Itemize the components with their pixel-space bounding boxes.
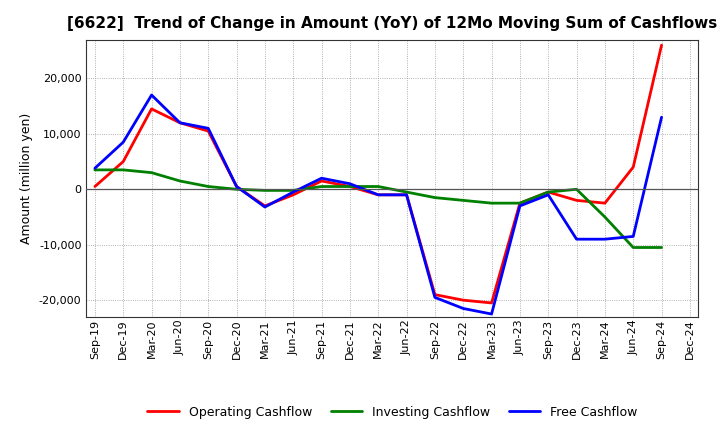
Investing Cashflow xyxy=(119,167,127,172)
Legend: Operating Cashflow, Investing Cashflow, Free Cashflow: Operating Cashflow, Investing Cashflow, … xyxy=(143,401,642,424)
Investing Cashflow xyxy=(657,245,666,250)
Operating Cashflow xyxy=(459,297,467,303)
Free Cashflow xyxy=(431,295,439,300)
Investing Cashflow xyxy=(402,189,411,194)
Free Cashflow xyxy=(91,165,99,171)
Y-axis label: Amount (million yen): Amount (million yen) xyxy=(20,113,33,244)
Free Cashflow xyxy=(204,126,212,131)
Investing Cashflow xyxy=(91,167,99,172)
Investing Cashflow xyxy=(572,187,581,192)
Free Cashflow xyxy=(318,176,326,181)
Investing Cashflow xyxy=(204,184,212,189)
Investing Cashflow xyxy=(431,195,439,200)
Free Cashflow xyxy=(176,120,184,125)
Investing Cashflow xyxy=(487,201,496,206)
Free Cashflow xyxy=(544,192,552,198)
Free Cashflow xyxy=(516,203,524,209)
Operating Cashflow xyxy=(431,292,439,297)
Operating Cashflow xyxy=(233,184,241,189)
Operating Cashflow xyxy=(516,201,524,206)
Operating Cashflow xyxy=(318,178,326,183)
Investing Cashflow xyxy=(374,184,382,189)
Free Cashflow xyxy=(657,114,666,120)
Investing Cashflow xyxy=(629,245,637,250)
Operating Cashflow xyxy=(204,128,212,134)
Investing Cashflow xyxy=(600,214,609,220)
Operating Cashflow xyxy=(544,189,552,194)
Investing Cashflow xyxy=(346,184,354,189)
Operating Cashflow xyxy=(402,192,411,198)
Free Cashflow xyxy=(600,237,609,242)
Operating Cashflow xyxy=(487,300,496,305)
Investing Cashflow xyxy=(233,187,241,192)
Investing Cashflow xyxy=(261,188,269,193)
Operating Cashflow xyxy=(346,184,354,189)
Free Cashflow xyxy=(119,139,127,145)
Operating Cashflow xyxy=(119,159,127,164)
Free Cashflow xyxy=(402,192,411,198)
Title: [6622]  Trend of Change in Amount (YoY) of 12Mo Moving Sum of Cashflows: [6622] Trend of Change in Amount (YoY) o… xyxy=(67,16,718,32)
Line: Investing Cashflow: Investing Cashflow xyxy=(95,170,662,247)
Operating Cashflow xyxy=(261,203,269,209)
Investing Cashflow xyxy=(176,178,184,183)
Investing Cashflow xyxy=(459,198,467,203)
Free Cashflow xyxy=(148,92,156,98)
Free Cashflow xyxy=(346,181,354,187)
Free Cashflow xyxy=(629,234,637,239)
Operating Cashflow xyxy=(176,120,184,125)
Investing Cashflow xyxy=(148,170,156,175)
Operating Cashflow xyxy=(374,192,382,198)
Operating Cashflow xyxy=(148,106,156,111)
Investing Cashflow xyxy=(318,184,326,189)
Free Cashflow xyxy=(374,192,382,198)
Operating Cashflow xyxy=(600,201,609,206)
Free Cashflow xyxy=(572,237,581,242)
Operating Cashflow xyxy=(289,192,297,198)
Operating Cashflow xyxy=(91,184,99,189)
Investing Cashflow xyxy=(516,201,524,206)
Free Cashflow xyxy=(487,312,496,317)
Free Cashflow xyxy=(289,189,297,194)
Operating Cashflow xyxy=(572,198,581,203)
Free Cashflow xyxy=(261,205,269,210)
Free Cashflow xyxy=(459,306,467,311)
Operating Cashflow xyxy=(629,165,637,170)
Operating Cashflow xyxy=(657,43,666,48)
Investing Cashflow xyxy=(289,188,297,193)
Investing Cashflow xyxy=(544,189,552,194)
Line: Free Cashflow: Free Cashflow xyxy=(95,95,662,314)
Line: Operating Cashflow: Operating Cashflow xyxy=(95,45,662,303)
Free Cashflow xyxy=(233,184,241,189)
